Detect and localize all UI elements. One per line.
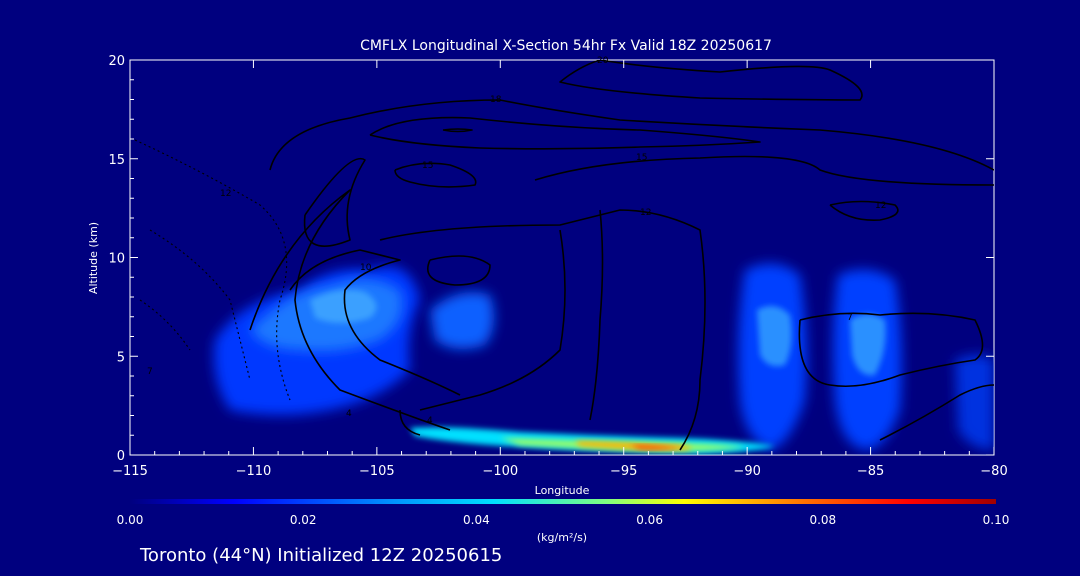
colorbar-tick-label: 0.02 xyxy=(290,513,317,527)
contour-label: 15 xyxy=(636,153,647,163)
contour-label: 12 xyxy=(640,208,651,218)
x-tick-label: −110 xyxy=(236,464,272,479)
flux-band-low-max xyxy=(630,445,680,450)
y-tick-label: 5 xyxy=(117,350,125,365)
y-axis-label: Altitude (km) xyxy=(87,222,100,294)
contour-label: 4 xyxy=(346,409,352,419)
x-tick-label: −85 xyxy=(857,464,884,479)
x-axis: −115 −110 −105 −100 −95 −90 −85 −80 xyxy=(112,60,1008,479)
flux-region-east-3 xyxy=(955,355,994,450)
x-tick-label: −105 xyxy=(359,464,395,479)
flux-field xyxy=(214,263,994,454)
x-tick-label: −95 xyxy=(610,464,637,479)
y-tick-label: 10 xyxy=(108,252,125,267)
x-tick-label: −80 xyxy=(980,464,1007,479)
y-tick-label: 15 xyxy=(108,153,125,168)
colorbar-label: (kg/m²/s) xyxy=(537,531,587,544)
contour-label: 7 xyxy=(847,313,853,323)
contour-label: 15 xyxy=(422,161,433,171)
contour-label: 12 xyxy=(875,201,886,211)
flux-region-west-peak xyxy=(310,289,377,323)
x-tick-label: −115 xyxy=(112,464,148,479)
contour-label: 10 xyxy=(360,263,372,273)
x-axis-label: Longitude xyxy=(535,484,590,497)
colorbar-tick-label: 0.04 xyxy=(463,513,490,527)
footer-location: Toronto (44°N) Initialized 12Z 20250615 xyxy=(139,545,502,566)
colorbar xyxy=(130,499,996,504)
contour-label: 20 xyxy=(597,56,609,66)
chart-title: CMFLX Longitudinal X-Section 54hr Fx Val… xyxy=(360,38,772,54)
flux-region-east-1-core xyxy=(757,306,792,367)
colorbar-tick-label: 0.00 xyxy=(117,513,144,527)
x-tick-label: −90 xyxy=(733,464,760,479)
flux-region-central-west xyxy=(430,292,494,349)
contour-lines xyxy=(134,60,994,451)
flux-region-east-2-core xyxy=(850,314,886,376)
contour-label: 7 xyxy=(147,367,153,377)
y-tick-label: 0 xyxy=(117,449,125,464)
contour-label: 18 xyxy=(490,95,502,105)
colorbar-ticks: 0.00 0.02 0.04 0.06 0.08 0.10 xyxy=(117,513,1010,527)
y-axis: 0 5 10 15 20 xyxy=(108,54,994,464)
contour-labels: 20 18 15 15 12 12 12 10 7 7 4 4 xyxy=(147,56,886,426)
contour-label: 12 xyxy=(220,189,231,199)
y-tick-label: 20 xyxy=(108,54,125,69)
colorbar-tick-label: 0.08 xyxy=(809,513,836,527)
colorbar-tick-label: 0.06 xyxy=(636,513,663,527)
contour-label: 4 xyxy=(427,416,433,426)
colorbar-tick-label: 0.10 xyxy=(983,513,1010,527)
x-tick-label: −100 xyxy=(482,464,518,479)
